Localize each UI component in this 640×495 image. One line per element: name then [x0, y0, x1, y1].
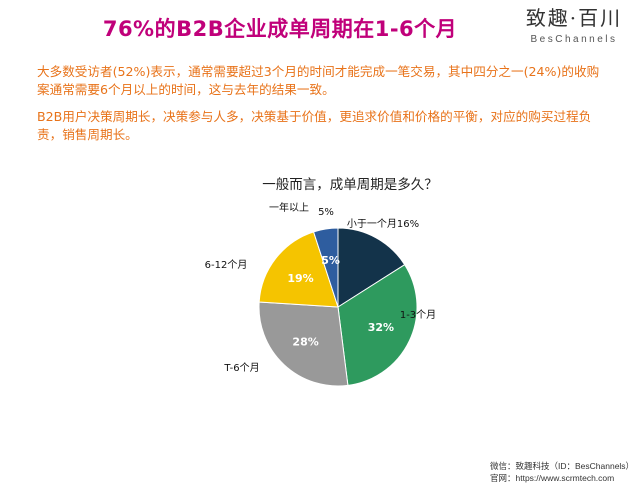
pie-category-label: T-6个月	[223, 362, 259, 374]
pie-slice	[337, 263, 418, 386]
pie-slice-percent-label: 32%	[368, 321, 394, 334]
pie-slice	[337, 227, 406, 308]
logo-english-text: BesChannels	[530, 34, 618, 45]
pie-category-label: 1-3个月	[400, 309, 436, 321]
pie-slice-percent-label: 5%	[321, 254, 340, 267]
pie-slice-percent-label: 5%	[318, 207, 334, 218]
chart-title: 一般而言，成单周期是多久？	[262, 177, 438, 193]
summary-paragraph-1: 大多数受访者(52%)表示，通常需要超过3个月的时间才能完成一笔交易，其中四分之…	[37, 64, 600, 97]
pie-category-label: 小于一个月16%	[347, 218, 419, 230]
pie-slice-percent-label: 28%	[292, 336, 318, 349]
pie-slice-percent-label: 19%	[287, 272, 313, 285]
footer-wechat: 微信：致趣科技（ID：BesChannels）	[490, 461, 635, 471]
pie-slice	[258, 231, 339, 308]
summary-paragraph-2: B2B用户决策周期长，决策参与人多，决策基于价值，更追求价值和价格的平衡，对应的…	[37, 109, 592, 142]
footer: 微信：致趣科技（ID：BesChannels） 官网：https://www.s…	[490, 460, 634, 484]
pie-category-label: 一年以上	[269, 201, 309, 214]
pie-slice	[312, 227, 339, 308]
pie-slice	[258, 301, 349, 387]
page-title: 76%的B2B企业成单周期在1-6个月	[102, 17, 458, 41]
brand-logo: 致趣·百川 BesChannels	[512, 6, 636, 45]
footer-website: 官网：https://www.scrmtech.com	[490, 473, 615, 483]
pie-category-label: 6-12个月	[205, 259, 248, 271]
logo-chinese-text: 致趣·百川	[525, 6, 623, 30]
